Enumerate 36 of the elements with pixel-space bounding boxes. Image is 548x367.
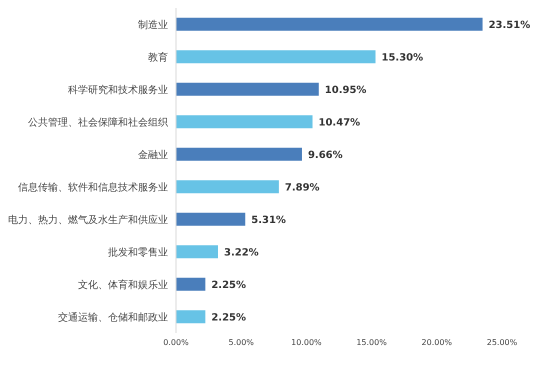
bar [176, 50, 376, 64]
data-label: 10.95% [324, 84, 366, 96]
bar [176, 115, 313, 128]
x-tick-label: 5.00% [228, 338, 254, 347]
y-tick-label: 信息传输、软件和信息技术服务业 [18, 181, 168, 194]
y-tick-label: 批发和零售业 [108, 246, 168, 258]
bar [176, 148, 302, 161]
bar [176, 310, 206, 324]
x-tick-label: 15.00% [356, 338, 388, 347]
y-tick-label: 电力、热力、燃气及水生产和供应业 [8, 214, 168, 226]
y-tick-label: 交通运输、仓储和邮政业 [58, 311, 168, 324]
bar [176, 245, 218, 258]
y-tick-label: 金融业 [138, 148, 168, 161]
x-tick-label: 10.00% [291, 338, 322, 347]
data-label: 2.25% [211, 280, 246, 291]
bar [176, 18, 483, 31]
bar [176, 278, 206, 291]
y-tick-label: 科学研究和技术服务业 [68, 84, 168, 96]
data-label: 5.31% [251, 214, 286, 226]
data-label: 10.47% [318, 117, 360, 128]
data-label: 15.30% [382, 52, 424, 64]
y-tick-label: 教育 [148, 51, 168, 64]
data-label: 2.25% [211, 312, 246, 324]
y-tick-label: 文化、体育和娱乐业 [78, 278, 168, 291]
bar [176, 180, 279, 194]
x-tick-label: 20.00% [422, 338, 452, 347]
data-label: 9.66% [308, 150, 343, 161]
data-label: 23.51% [488, 20, 530, 31]
x-tick-label: 25.00% [486, 338, 518, 347]
bar [176, 82, 319, 96]
y-tick-label: 公共管理、社会保障和社会组织 [28, 116, 168, 128]
data-label: 3.22% [224, 247, 259, 258]
data-label: 7.89% [284, 182, 320, 194]
x-tick-label: 0.00% [163, 338, 190, 347]
y-tick-label: 制造业 [138, 18, 168, 31]
bar [176, 212, 246, 226]
